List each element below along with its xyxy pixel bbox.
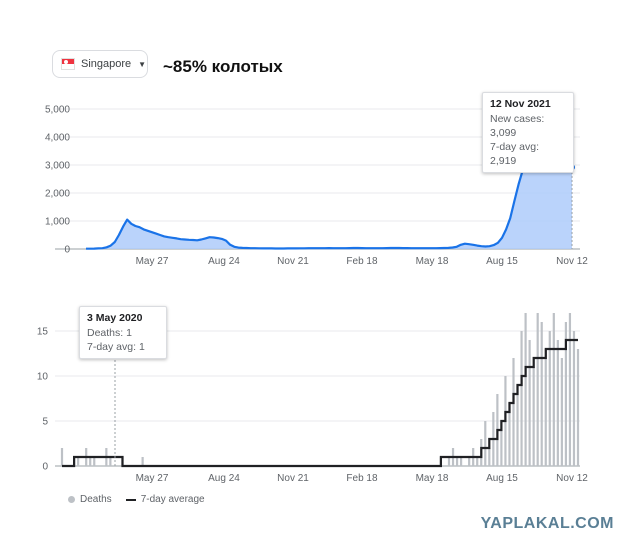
death-bar <box>512 358 515 466</box>
tooltip-date: 3 May 2020 <box>87 312 143 324</box>
x-tick-label: Feb 18 <box>346 256 378 267</box>
death-bar <box>516 385 519 466</box>
death-bar <box>455 457 459 466</box>
death-bar <box>508 403 511 466</box>
death-bar <box>77 457 80 466</box>
y-tick-label: 2,000 <box>45 189 70 200</box>
x-tick-label: Nov 12 <box>556 256 588 267</box>
y-tick-label: 5,000 <box>45 105 70 116</box>
death-bar <box>468 457 471 466</box>
death-bar <box>520 331 523 466</box>
x-tick-label: Aug 15 <box>486 473 518 484</box>
x-tick-label: Aug 15 <box>486 256 518 267</box>
y-tick-label: 1,000 <box>45 217 70 228</box>
tooltip-new-cases: New cases: 3,099 <box>490 113 545 139</box>
death-bar <box>568 313 572 466</box>
death-bar <box>93 457 96 466</box>
deaths-average-line <box>62 338 578 468</box>
country-selector-label: Singapore <box>81 58 132 70</box>
deaths-tooltip: 3 May 2020 Deaths: 1 7-day avg: 1 <box>79 306 167 359</box>
x-tick-label: May 18 <box>416 256 449 267</box>
death-bar <box>484 421 487 466</box>
tooltip-avg: 7-day avg: 2,919 <box>490 141 540 167</box>
x-tick-label: May 27 <box>136 256 169 267</box>
death-bar <box>60 448 64 466</box>
x-tick-label: Aug 24 <box>208 256 240 267</box>
legend-avg-label: 7-day average <box>140 494 205 505</box>
death-bar <box>447 457 451 466</box>
death-bar <box>488 448 491 466</box>
x-tick-label: Nov 21 <box>277 256 309 267</box>
y-tick-label: 0 <box>42 462 48 473</box>
x-tick-label: Aug 24 <box>208 473 240 484</box>
x-tick-label: Feb 18 <box>346 473 378 484</box>
y-tick-label: 3,000 <box>45 161 70 172</box>
cases-tooltip: 12 Nov 2021 New cases: 3,099 7-day avg: … <box>482 92 574 173</box>
legend-deaths-label: Deaths <box>80 494 112 505</box>
caret-down-icon: ▼ <box>138 59 147 69</box>
death-bar <box>459 457 463 466</box>
y-tick-label: 4,000 <box>45 133 70 144</box>
death-bar <box>109 457 112 466</box>
x-tick-label: Nov 12 <box>556 473 588 484</box>
x-tick-label: Nov 21 <box>277 473 309 484</box>
death-bar <box>572 331 576 466</box>
cases-line <box>86 144 573 250</box>
death-bar <box>548 331 551 466</box>
watermark: YAPLAKAL.COM <box>480 515 614 532</box>
singapore-flag-icon <box>61 58 75 70</box>
annotation-text: ~85% колотых <box>163 57 283 76</box>
y-tick-label: 10 <box>37 372 49 383</box>
y-tick-label: 5 <box>42 417 48 428</box>
death-bar <box>528 340 531 466</box>
death-bar <box>576 349 580 466</box>
death-bar <box>552 313 555 466</box>
death-bar <box>540 322 543 466</box>
legend-avg-swatch <box>125 498 136 501</box>
x-tick-label: May 18 <box>416 473 449 484</box>
y-tick-label: 0 <box>64 245 70 256</box>
legend-deaths-swatch <box>68 496 75 503</box>
tooltip-date: 12 Nov 2021 <box>490 98 551 110</box>
cases-area-fill <box>86 145 572 249</box>
deaths-legend: Deaths 7-day average <box>68 494 205 505</box>
death-bar <box>524 313 527 466</box>
country-selector[interactable]: Singapore ▼ <box>52 50 148 78</box>
death-bar <box>560 358 563 466</box>
death-bar <box>564 322 568 466</box>
tooltip-avg: 7-day avg: 1 <box>87 341 145 353</box>
tooltip-deaths: Deaths: 1 <box>87 327 132 339</box>
death-bar <box>532 367 535 466</box>
death-bar <box>89 457 92 466</box>
death-bar <box>476 457 479 466</box>
x-tick-label: May 27 <box>136 473 169 484</box>
death-bar <box>500 421 503 466</box>
death-bar <box>556 340 559 466</box>
death-bar <box>141 457 144 466</box>
death-bar <box>536 313 539 466</box>
death-bar <box>544 349 547 466</box>
y-tick-label: 15 <box>37 327 49 338</box>
